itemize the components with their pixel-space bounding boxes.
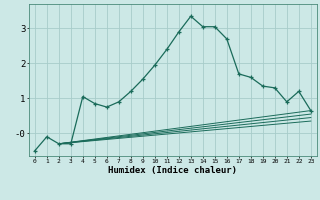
X-axis label: Humidex (Indice chaleur): Humidex (Indice chaleur) bbox=[108, 166, 237, 175]
